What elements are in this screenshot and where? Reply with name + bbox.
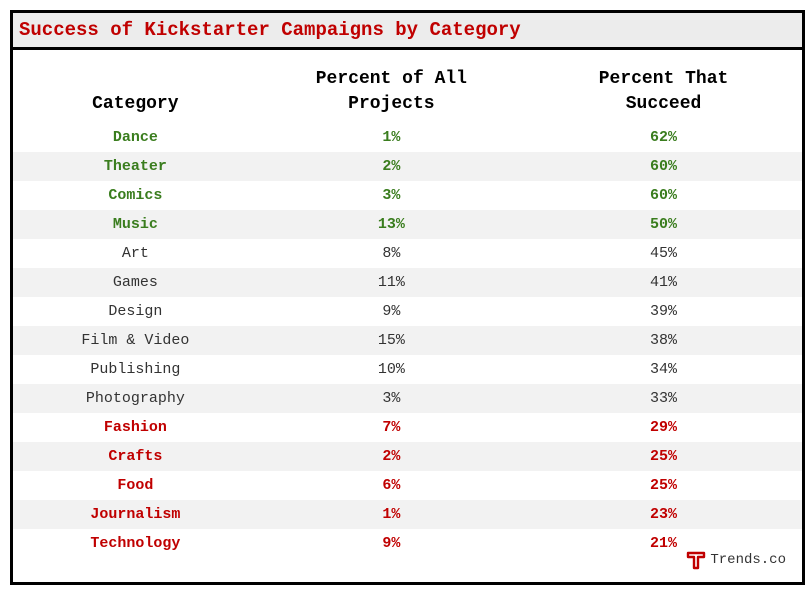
success-cell: 25%	[525, 442, 802, 471]
share-cell: 6%	[382, 477, 401, 494]
brand-name: Trends.co	[710, 552, 786, 568]
share-cell: 10%	[377, 361, 405, 378]
category-cell: Comics	[108, 187, 163, 204]
category-cell: Technology	[90, 535, 181, 552]
success-cell: 62%	[650, 129, 678, 146]
table-row: Fashion 7% 29%	[13, 413, 802, 442]
header-category: Category	[92, 94, 179, 114]
share-cell: 1%	[382, 129, 401, 146]
success-cell: 23%	[525, 500, 802, 529]
table-body: Dance 1% 62% Theater 2% 60% Comics 3% 60% Music 13…	[13, 123, 802, 558]
category-cell: Photography	[13, 384, 258, 413]
category-cell: Theater	[13, 152, 258, 181]
success-cell: 21%	[650, 535, 678, 552]
table-row: Technology 9% 21%	[13, 529, 802, 558]
success-cell: 50%	[525, 210, 802, 239]
table-row: Crafts 2% 25%	[13, 442, 802, 471]
table-row: Music 13% 50%	[13, 210, 802, 239]
table-row: Comics 3% 60%	[13, 181, 802, 210]
category-cell: Film & Video	[13, 326, 258, 355]
category-cell: Games	[13, 268, 258, 297]
category-cell: Fashion	[103, 419, 167, 436]
chart-frame: Success of Kickstarter Campaigns by Cate…	[10, 10, 805, 585]
success-cell: 25%	[650, 477, 678, 494]
table-row: Dance 1% 62%	[13, 123, 802, 152]
header-success-text: Percent That Succeed	[598, 69, 729, 114]
success-cell: 41%	[525, 268, 802, 297]
table-row: Food 6% 25%	[13, 471, 802, 500]
category-cell: Food	[117, 477, 154, 494]
success-cell: 39%	[650, 303, 678, 320]
header-row: Category Percent of All Projects Percent…	[13, 53, 802, 123]
success-cell: 34%	[650, 361, 678, 378]
success-cell: 29%	[650, 419, 678, 436]
category-cell: Design	[108, 303, 163, 320]
category-cell: Publishing	[90, 361, 181, 378]
success-cell: 60%	[525, 152, 802, 181]
header-success: Percent That Succeed	[525, 53, 802, 123]
share-cell: 3%	[257, 384, 526, 413]
table-row: Games 11% 41%	[13, 268, 802, 297]
category-cell: Dance	[112, 129, 158, 146]
table-row: Theater 2% 60%	[13, 152, 802, 181]
success-cell: 60%	[650, 187, 678, 204]
category-cell: Music	[13, 210, 258, 239]
trends-logo-icon	[687, 551, 706, 570]
share-cell: 9%	[382, 303, 401, 320]
table-row: Journalism 1% 23%	[13, 500, 802, 529]
share-cell: 3%	[382, 187, 401, 204]
category-cell: Crafts	[13, 442, 258, 471]
header-share-text: Percent of All Projects	[315, 69, 467, 114]
success-cell: 38%	[525, 326, 802, 355]
table-row: Film & Video 15% 38%	[13, 326, 802, 355]
share-cell: 15%	[257, 326, 526, 355]
share-cell: 11%	[257, 268, 526, 297]
data-table: Category Percent of All Projects Percent…	[13, 53, 802, 558]
category-cell: Journalism	[13, 500, 258, 529]
table-row: Art 8% 45%	[13, 239, 802, 268]
share-cell: 13%	[257, 210, 526, 239]
chart-title: Success of Kickstarter Campaigns by Cate…	[13, 13, 802, 50]
header-share: Percent of All Projects	[258, 53, 525, 123]
share-cell: 2%	[257, 152, 526, 181]
category-cell: Art	[121, 245, 149, 262]
share-cell: 9%	[382, 535, 401, 552]
table-row: Publishing 10% 34%	[13, 355, 802, 384]
table-row: Design 9% 39%	[13, 297, 802, 326]
brand-logo: Trends.co	[686, 550, 786, 570]
share-cell: 7%	[382, 419, 401, 436]
success-cell: 33%	[525, 384, 802, 413]
table-row: Photography 3% 33%	[13, 384, 802, 413]
share-cell: 2%	[257, 442, 526, 471]
share-cell: 8%	[382, 245, 401, 262]
success-cell: 45%	[650, 245, 678, 262]
share-cell: 1%	[257, 500, 526, 529]
